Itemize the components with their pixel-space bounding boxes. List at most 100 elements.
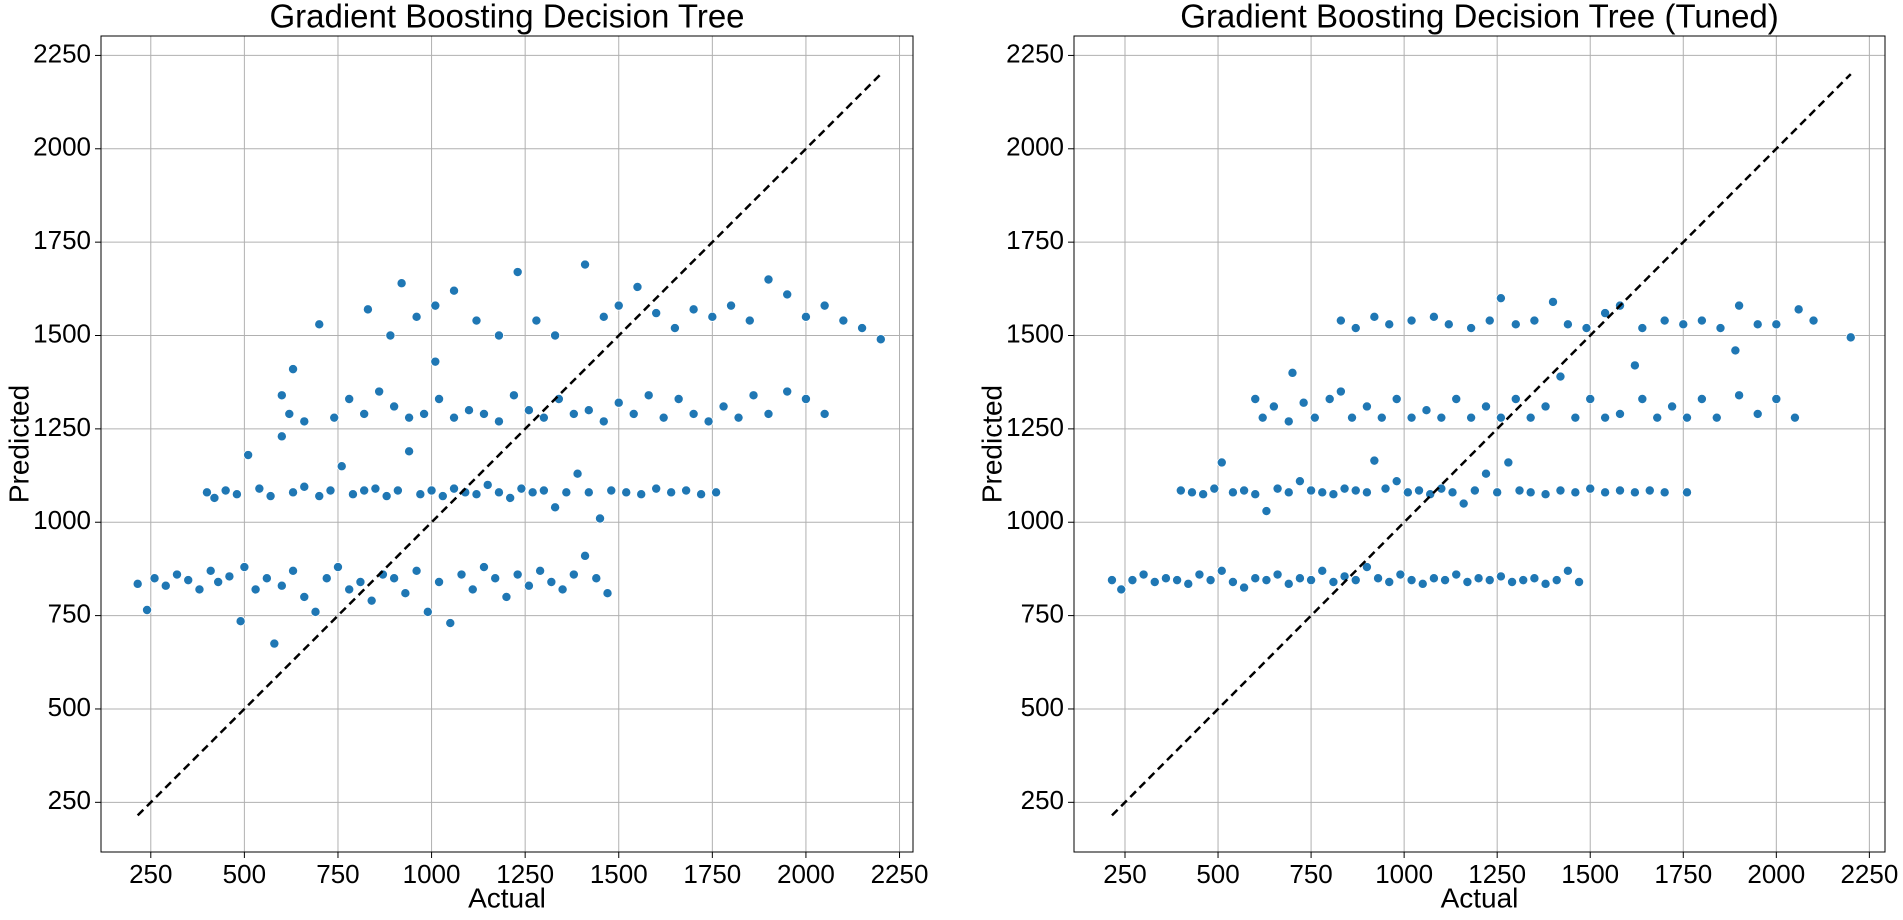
point (1469, 485, 1480, 496)
point (1525, 487, 1536, 498)
reference-line (1111, 73, 1852, 817)
point (490, 573, 501, 584)
point (366, 595, 377, 606)
point (602, 588, 613, 599)
point (426, 485, 437, 496)
point (595, 513, 606, 524)
point (437, 491, 448, 502)
point (606, 485, 617, 496)
point (1600, 487, 1611, 498)
x-tick-label: 1000 (403, 859, 461, 889)
x-axis-label: Actual (468, 882, 546, 913)
point (782, 386, 793, 397)
point (332, 562, 343, 573)
point (404, 446, 415, 457)
point (1585, 483, 1596, 494)
point (310, 606, 321, 617)
point (329, 412, 340, 423)
subplot: 250 500 750 1000 1250 1500 1750 2000 2250 250 500 7… (3, 0, 928, 913)
point (389, 573, 400, 584)
point (243, 450, 254, 461)
point (512, 267, 523, 278)
point (1540, 578, 1551, 589)
point (1268, 401, 1279, 412)
point (411, 565, 422, 576)
point (1629, 487, 1640, 498)
point (434, 393, 445, 404)
point (1406, 412, 1417, 423)
point (636, 489, 647, 500)
point (1681, 487, 1692, 498)
point (1294, 476, 1305, 487)
point (1562, 319, 1573, 330)
point (707, 311, 718, 322)
point (1730, 345, 1741, 356)
chart-title: Gradient Boosting Decision Tree (269, 0, 744, 35)
point (1443, 319, 1454, 330)
point (718, 401, 729, 412)
point (1350, 323, 1361, 334)
point (1306, 485, 1317, 496)
point (1734, 390, 1745, 401)
point (1644, 485, 1655, 496)
point (1548, 296, 1559, 307)
x-tick-label: 1000 (1375, 859, 1433, 889)
point (1380, 483, 1391, 494)
point (1473, 573, 1484, 584)
point (1711, 412, 1722, 423)
point (142, 605, 153, 616)
point (838, 315, 849, 326)
y-axis-label: Predicted (976, 385, 1007, 503)
point (389, 401, 400, 412)
point (1361, 562, 1372, 573)
point (1734, 300, 1745, 311)
point (1428, 573, 1439, 584)
subplot: 250 500 750 1000 1250 1500 1750 2000 2250 250 500 7… (976, 0, 1898, 913)
point (1529, 315, 1540, 326)
y-tick-label: 1750 (1006, 225, 1064, 255)
y-tick-label: 2000 (33, 132, 91, 162)
point (314, 491, 325, 502)
point (1615, 408, 1626, 419)
point (381, 491, 392, 502)
point (205, 565, 216, 576)
point (1458, 498, 1469, 509)
point (400, 588, 411, 599)
point (1484, 315, 1495, 326)
point (1752, 319, 1763, 330)
x-tick-label: 250 (1103, 859, 1146, 889)
point (344, 584, 355, 595)
point (538, 412, 549, 423)
point (132, 578, 143, 589)
point (673, 393, 684, 404)
point (434, 576, 445, 587)
point (209, 492, 220, 503)
point (1294, 573, 1305, 584)
point (1227, 487, 1238, 498)
point (613, 300, 624, 311)
point (1250, 489, 1261, 500)
point (621, 487, 632, 498)
point (1209, 483, 1220, 494)
point (819, 408, 830, 419)
y-tick-label: 250 (48, 785, 91, 815)
point (1436, 412, 1447, 423)
point (171, 569, 182, 580)
x-tick-label: 1750 (683, 859, 741, 889)
y-tick-label: 250 (1021, 785, 1064, 815)
point (471, 489, 482, 500)
point (1361, 487, 1372, 498)
point (299, 481, 310, 492)
point (288, 487, 299, 498)
point (1328, 576, 1339, 587)
point (1615, 485, 1626, 496)
point (538, 485, 549, 496)
point (344, 393, 355, 404)
axes-frame (1073, 35, 1886, 853)
point (1272, 483, 1283, 494)
point (430, 300, 441, 311)
point (696, 489, 707, 500)
point (568, 569, 579, 580)
point (464, 405, 475, 416)
point (1283, 416, 1294, 427)
